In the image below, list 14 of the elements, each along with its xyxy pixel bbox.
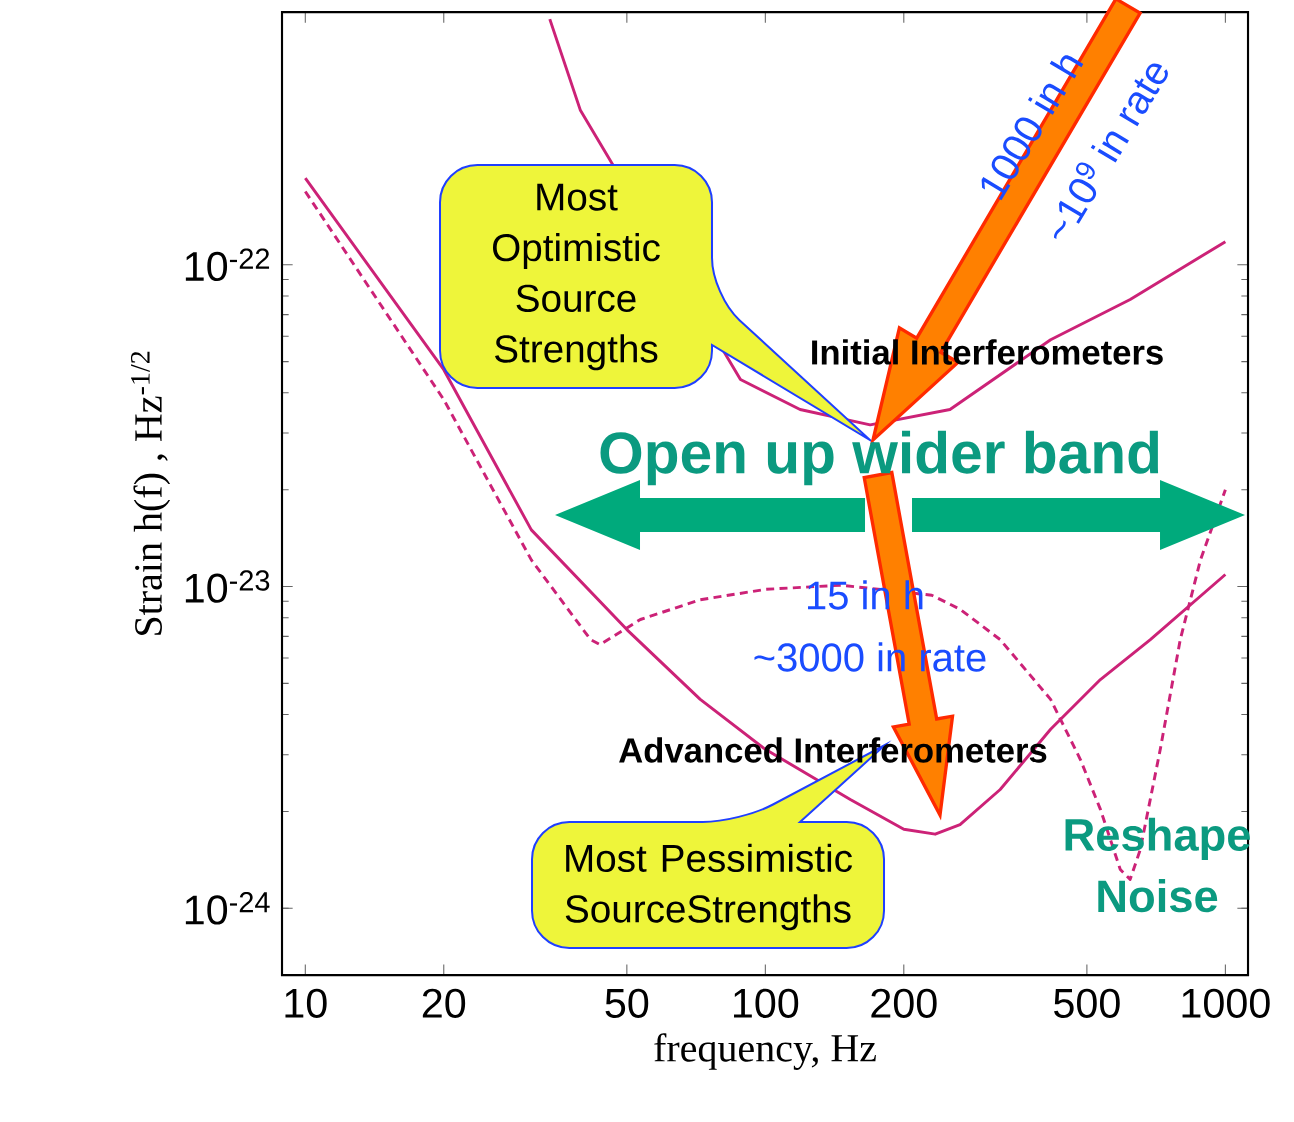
- y-axis-title: Strain h(f) , Hz$^{-1/2}$: [130, 351, 171, 635]
- annotation: Open up wider band: [600, 430, 1159, 486]
- x-tick-label: 10: [285, 988, 327, 1018]
- x-tick-label: 20: [422, 988, 466, 1018]
- x-tick-label: 50: [605, 988, 649, 1018]
- annotation: Most Optimistic Source Strengths: [492, 183, 660, 371]
- x-tick-label: 200: [871, 988, 937, 1018]
- y-tick-label: 10$^{-23}$: [185, 570, 270, 603]
- x-tick-label: 500: [1054, 988, 1120, 1018]
- x-tick-label: 1000: [1182, 988, 1270, 1018]
- y-tick-label: 10$^{-22}$: [185, 248, 270, 282]
- y-tick-label: 10$^{-24}$: [185, 891, 270, 925]
- x-tick-label: 100: [734, 988, 799, 1018]
- x-axis-title: frequency, Hz: [654, 1033, 876, 1070]
